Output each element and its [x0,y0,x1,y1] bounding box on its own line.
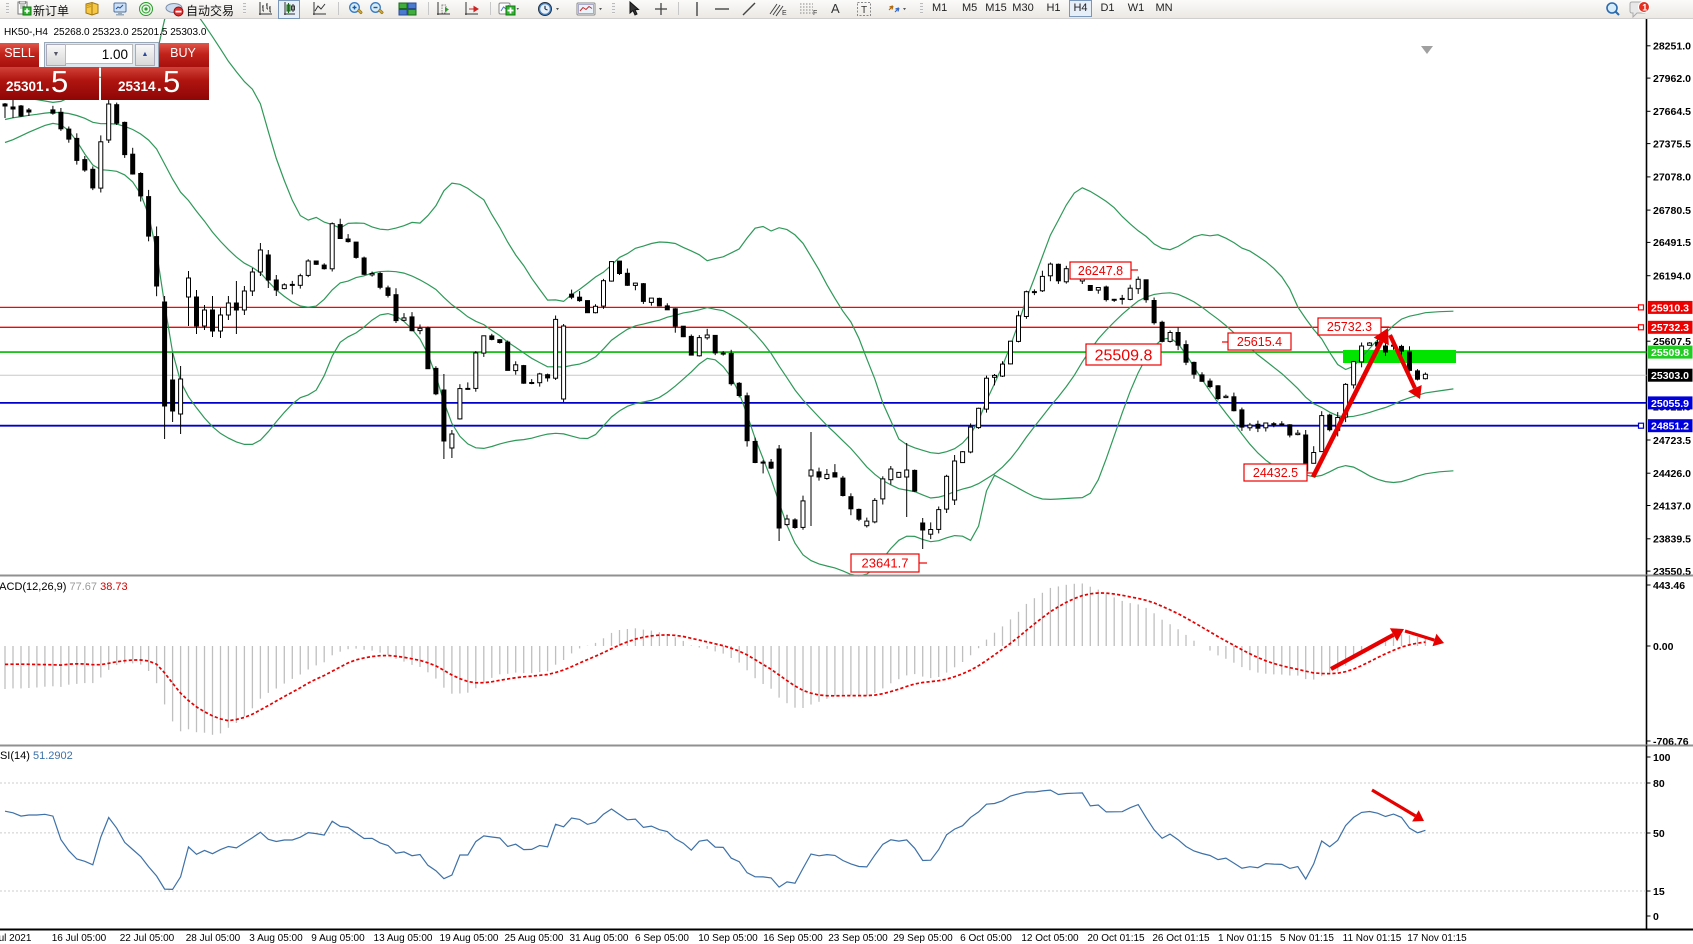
svg-text:27078.0: 27078.0 [1653,172,1691,184]
svg-text:23 Sep 05:00: 23 Sep 05:00 [828,933,888,944]
svg-text:28 Jul 05:00: 28 Jul 05:00 [186,933,241,944]
svg-text:22 Jul 05:00: 22 Jul 05:00 [120,933,175,944]
svg-text:ul 2021: ul 2021 [0,933,32,944]
svg-text:29 Sep 05:00: 29 Sep 05:00 [893,933,953,944]
svg-text:25732.3: 25732.3 [1327,320,1372,334]
svg-text:11 Nov 01:15: 11 Nov 01:15 [1343,933,1402,944]
svg-text:0.00: 0.00 [1653,641,1674,653]
svg-text:24432.5: 24432.5 [1253,466,1298,480]
svg-text:T: T [861,5,867,16]
svg-text:26194.0: 26194.0 [1653,271,1691,283]
svg-text:25607.5: 25607.5 [1653,336,1691,348]
svg-text:24851.2: 24851.2 [1651,421,1689,433]
svg-text:10 Sep 05:00: 10 Sep 05:00 [698,933,758,944]
svg-text:16 Sep 05:00: 16 Sep 05:00 [763,933,823,944]
svg-text:23641.7: 23641.7 [862,556,909,571]
svg-text:26491.5: 26491.5 [1653,237,1691,249]
svg-text:6 Oct 05:00: 6 Oct 05:00 [960,933,1012,944]
svg-text:26 Oct 01:15: 26 Oct 01:15 [1152,933,1210,944]
svg-text:E: E [782,10,787,17]
svg-text:23839.5: 23839.5 [1653,534,1691,546]
svg-text:25055.9: 25055.9 [1651,398,1689,410]
svg-text:RSI(14) 51.2902: RSI(14) 51.2902 [0,750,73,762]
svg-text:100: 100 [1653,752,1671,764]
svg-text:27375.5: 27375.5 [1653,138,1691,150]
svg-text:12 Oct 05:00: 12 Oct 05:00 [1021,933,1079,944]
svg-text:20 Oct 01:15: 20 Oct 01:15 [1087,933,1145,944]
svg-text:16 Jul 05:00: 16 Jul 05:00 [52,933,107,944]
svg-text:50: 50 [1653,828,1665,840]
svg-text:3 Aug 05:00: 3 Aug 05:00 [249,933,303,944]
svg-text:25910.3: 25910.3 [1651,302,1689,314]
svg-text:MACD(12,26,9) 77.67 38.73: MACD(12,26,9) 77.67 38.73 [0,581,128,593]
svg-text:24723.5: 24723.5 [1653,435,1691,447]
svg-text:15: 15 [1653,886,1665,898]
svg-text:26780.5: 26780.5 [1653,205,1691,217]
svg-text:17 Nov 01:15: 17 Nov 01:15 [1407,933,1467,944]
svg-text:80: 80 [1653,778,1665,790]
svg-text:27664.5: 27664.5 [1653,106,1691,118]
svg-text:6 Sep 05:00: 6 Sep 05:00 [635,933,689,944]
svg-text:F: F [813,10,817,17]
svg-text:25615.4: 25615.4 [1237,335,1282,349]
svg-text:13 Aug 05:00: 13 Aug 05:00 [374,933,433,944]
svg-text:28251.0: 28251.0 [1653,41,1691,53]
svg-text:1: 1 [1642,3,1647,13]
svg-text:27962.0: 27962.0 [1653,73,1691,85]
svg-text:25 Aug 05:00: 25 Aug 05:00 [505,933,564,944]
svg-text:9 Aug 05:00: 9 Aug 05:00 [311,933,365,944]
svg-text:19 Aug 05:00: 19 Aug 05:00 [440,933,499,944]
svg-text:24137.0: 24137.0 [1653,500,1691,512]
svg-text:25303.0: 25303.0 [1651,370,1689,382]
svg-text:26247.8: 26247.8 [1078,264,1123,278]
svg-text:25509.8: 25509.8 [1651,347,1689,359]
svg-text:25732.3: 25732.3 [1651,322,1689,334]
svg-text:24426.0: 24426.0 [1653,468,1691,480]
svg-text:31 Aug 05:00: 31 Aug 05:00 [570,933,629,944]
svg-text:HK50-,H4 25268.0 25323.0 2520: HK50-,H4 25268.0 25323.0 25201.5 25303.0 [4,27,207,38]
svg-text:0: 0 [1653,911,1659,923]
svg-text:443.46: 443.46 [1653,580,1685,592]
svg-text:5 Nov 01:15: 5 Nov 01:15 [1280,933,1334,944]
svg-text:25509.8: 25509.8 [1095,347,1153,364]
svg-text:1 Nov 01:15: 1 Nov 01:15 [1218,933,1272,944]
